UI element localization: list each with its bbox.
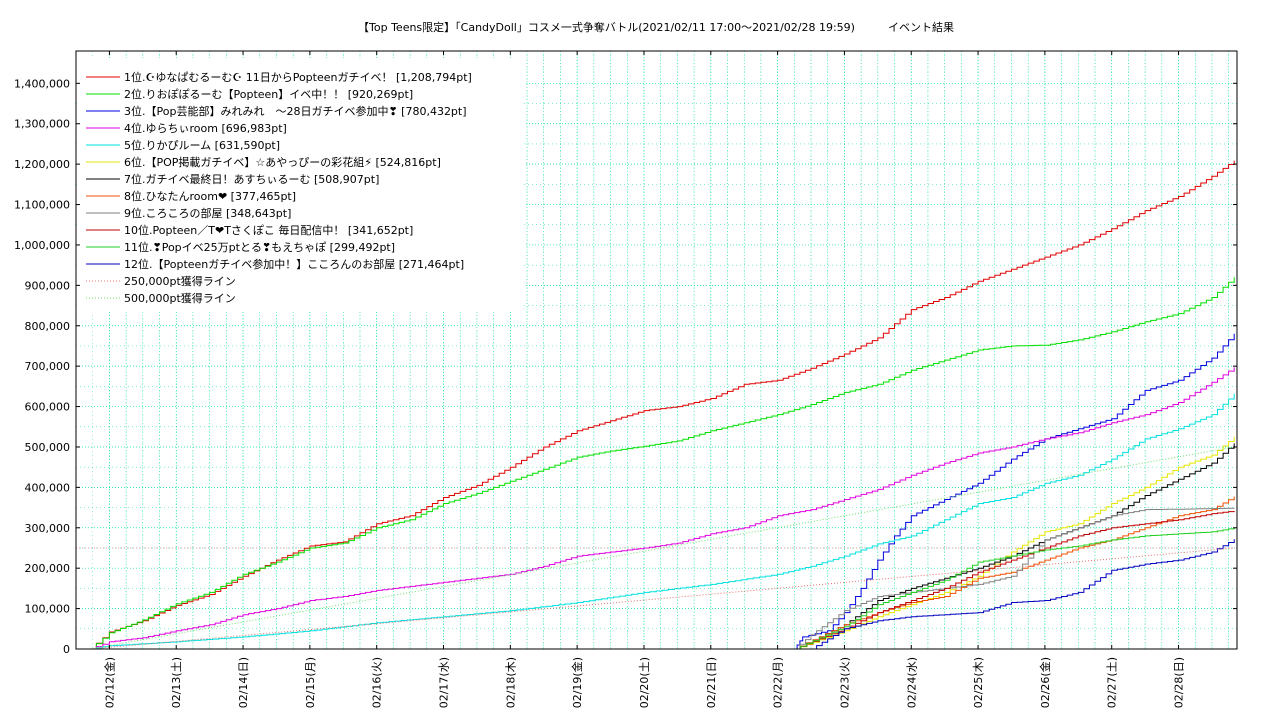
x-tick-label: 02/26(金) (1038, 657, 1052, 708)
x-tick-label: 02/27(土) (1106, 657, 1119, 708)
x-tick-label: 02/15(月) (304, 657, 317, 708)
x-tick-label: 02/25(木) (972, 657, 985, 708)
series-line-6 (794, 436, 1235, 650)
series-line-12 (811, 539, 1235, 650)
series-line-10 (794, 511, 1235, 650)
legend: 1位.☪ゆなぱむるーむ☪ 11日からPopteenガチイベ！ [1,208,79… (86, 70, 472, 305)
y-tick-label: 100,000 (25, 603, 71, 616)
y-tick-label: 900,000 (25, 279, 71, 292)
y-tick-label: 1,100,000 (14, 199, 70, 212)
x-tick-label: 02/21(日) (705, 657, 718, 708)
series-line-11 (794, 528, 1235, 650)
x-tick-label: 02/12(金) (102, 657, 116, 708)
legend-label: 1位.☪ゆなぱむるーむ☪ 11日からPopteenガチイベ！ [1,208,79… (124, 70, 472, 84)
legend-label: 6位.【POP掲載ガチイベ】☆あやっぴーの彩花組⚡ [524,816pt] (124, 155, 441, 169)
legend-label: 2位.りおぽぽるーむ【Popteen】イベ中！！ [920,269pt] (124, 87, 413, 101)
series-line-9 (794, 507, 1235, 650)
x-tick-label: 02/18(木) (504, 657, 517, 708)
series-line-4 (89, 367, 1235, 650)
legend-label: 3位.【Pop芸能部】みれみれ 〜28日ガチイベ参加中❣ [780,432pt] (124, 104, 467, 118)
series-line-7 (794, 443, 1235, 650)
x-tick-label: 02/19(金) (570, 657, 584, 708)
legend-label: 12位.【Popteenガチイベ参加中！】こころんのお部屋 [271,464pt… (124, 257, 464, 271)
y-tick-label: 0 (63, 643, 70, 656)
series-lines (89, 160, 1235, 650)
legend-label: 11位.❣Popイベ25万ptとる❣もえちゃぽ [299,492pt] (124, 240, 395, 254)
series-line-1 (89, 160, 1235, 650)
series-line-3 (794, 333, 1235, 650)
plot-frame (75, 50, 1238, 650)
legend-label: 4位.ゆらちぃroom [696,983pt] (124, 121, 287, 135)
y-tick-label: 1,400,000 (14, 77, 70, 90)
legend-label: 10位.Popteen／T❤Tさくぽこ 毎日配信中！ [341,652pt] (124, 223, 413, 237)
y-tick-label: 600,000 (25, 401, 71, 414)
y-tick-label: 1,000,000 (14, 239, 70, 252)
x-tick-label: 02/20(土) (638, 657, 651, 708)
x-tick-label: 02/24(水) (905, 657, 918, 708)
y-tick-label: 500,000 (25, 441, 71, 454)
x-tick-label: 02/16(火) (371, 657, 384, 708)
x-tick-label: 02/23(火) (838, 657, 851, 708)
y-tick-label: 1,300,000 (14, 118, 70, 131)
y-tick-label: 400,000 (25, 481, 71, 494)
legend-label: 7位.ガチイベ最終日！あすちぃるーむ [508,907pt] (124, 172, 379, 186)
legend-label: 250,000pt獲得ライン (124, 275, 236, 288)
chart-title: 【Top Teens限定】「CandyDoll」コスメ一式争奪バトル(2021/… (358, 21, 954, 34)
y-tick-label: 800,000 (25, 320, 71, 333)
y-tick-label: 200,000 (25, 562, 71, 575)
y-tick-label: 300,000 (25, 522, 71, 535)
axes: 0 100,000 200,000 300,000 400,000 500,000 600,… (14, 50, 1238, 708)
series-line-13 (89, 547, 1235, 650)
x-tick-label: 02/13(土) (170, 657, 183, 708)
x-tick-label: 02/22(月) (772, 657, 785, 708)
y-tick-label: 1,200,000 (14, 158, 70, 171)
legend-label: 5位.りかぴルーム [631,590pt] (124, 138, 280, 152)
legend-background (78, 58, 524, 312)
legend-label: 500,000pt獲得ライン (124, 292, 236, 305)
series-line-2 (89, 277, 1235, 650)
x-tick-label: 02/14(日) (237, 657, 250, 708)
x-tick-label: 02/17(水) (438, 657, 451, 708)
series-line-5 (89, 393, 1235, 650)
legend-label: 8位.ひなたんroom❤ [377,465pt] (124, 189, 296, 203)
legend-label: 9位.ころころの部屋 [348,643pt] (124, 206, 291, 220)
y-tick-label: 700,000 (25, 360, 71, 373)
x-tick-label: 02/28(日) (1173, 657, 1186, 708)
